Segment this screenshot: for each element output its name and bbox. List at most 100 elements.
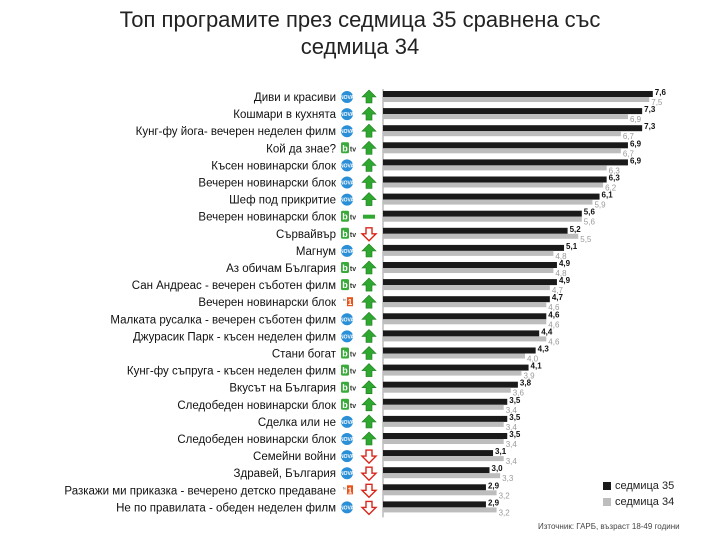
legend-swatch-week35 — [603, 482, 611, 490]
data-label-week35: 3,5 — [509, 396, 521, 405]
data-label-week34: 6,7 — [623, 132, 635, 141]
bar-week35 — [383, 91, 653, 97]
btv-logo-icon — [341, 279, 349, 291]
btv-logo-icon — [341, 347, 349, 359]
nova-logo-text: NOVA — [340, 505, 354, 511]
up-arrow-icon — [361, 414, 377, 429]
btv-logo-icon — [341, 364, 349, 376]
bar-week34 — [383, 404, 504, 410]
nova-logo-text: NOVA — [340, 420, 354, 426]
bar-week34 — [383, 233, 579, 239]
data-label-week35: 3,5 — [509, 430, 521, 439]
bar-week34 — [383, 319, 547, 325]
chart-title: Топ програмите през седмица 35 сравнена … — [60, 6, 660, 60]
bar-week34 — [383, 268, 554, 273]
nova-logo-icon — [341, 193, 353, 206]
legend-label-week35: седмица 35 — [615, 480, 675, 492]
data-label-week35: 3,0 — [492, 464, 504, 473]
nova-logo-icon — [341, 313, 353, 326]
nova-logo-icon — [341, 450, 353, 463]
up-arrow-icon — [361, 346, 377, 360]
btv-logo-icon — [341, 398, 349, 410]
bar-week34 — [383, 421, 504, 427]
bar-week35 — [383, 415, 508, 422]
data-label-week35: 4,1 — [531, 362, 543, 371]
data-label-week34: 3,6 — [513, 389, 525, 398]
bar-week35 — [383, 381, 518, 388]
btv-logo-tv: tv — [350, 232, 356, 239]
bar-week35 — [383, 279, 557, 286]
btv-logo-letter: b — [342, 229, 348, 239]
down-arrow-icon — [360, 466, 378, 482]
data-label-week34: 5,5 — [580, 235, 592, 244]
data-label-week34: 6,9 — [630, 115, 642, 124]
category-label: Вечерен новинарски блок — [198, 212, 337, 224]
bar-week35 — [383, 296, 550, 303]
bar-week34 — [383, 114, 628, 120]
data-label-week35: 5,1 — [566, 242, 578, 251]
btv-logo-tv: tv — [350, 215, 356, 222]
nova-logo-text: NOVA — [340, 163, 354, 169]
nova-logo-icon — [341, 244, 353, 257]
btv-logo-tv: tv — [350, 266, 356, 273]
data-label-week34: 3,9 — [523, 372, 535, 381]
data-label-week34: 4,0 — [527, 355, 539, 364]
data-label-week34: 7,5 — [651, 98, 663, 107]
data-label-week35: 4,6 — [548, 310, 560, 319]
tv1-logo-icon — [347, 485, 353, 495]
data-label-week35: 3,8 — [520, 379, 532, 388]
tv1-logo-digit: 1 — [348, 298, 353, 307]
tv1-logo-tv: tv — [343, 297, 346, 302]
btv-logo-tv: tv — [350, 146, 356, 153]
up-arrow-icon — [361, 106, 377, 121]
nova-logo-text: NOVA — [340, 129, 354, 135]
nova-logo-icon — [341, 501, 353, 514]
bar-week35 — [383, 159, 628, 166]
data-label-week34: 4,6 — [548, 320, 560, 329]
btv-logo-letter: b — [342, 280, 348, 290]
bar-week35 — [383, 227, 568, 234]
data-label-week35: 2,9 — [488, 498, 500, 507]
bar-week34 — [383, 336, 547, 342]
bar-week34 — [383, 216, 582, 222]
nova-logo-text: NOVA — [340, 95, 354, 101]
data-label-week34: 3,3 — [502, 474, 514, 483]
category-label: Късен новинарски блок — [211, 160, 337, 172]
bar-week35 — [383, 484, 486, 491]
data-label-week34: 6,2 — [605, 184, 617, 193]
data-label-week34: 3,4 — [506, 440, 518, 449]
data-label-week35: 4,4 — [541, 327, 553, 336]
nova-logo-text: NOVA — [340, 334, 354, 340]
category-label: Кунг-фу йога- вечерен неделен филм — [136, 126, 336, 138]
data-label-week35: 5,6 — [584, 208, 596, 217]
data-label-week34: 3,2 — [499, 491, 511, 500]
nova-logo-icon — [341, 159, 353, 172]
data-label-week34: 4,7 — [552, 286, 564, 295]
bar-week34 — [383, 182, 604, 188]
btv-logo-icon — [341, 142, 349, 154]
bar-week34 — [383, 199, 593, 205]
data-label-week34: 6,7 — [623, 149, 635, 158]
category-label: Сделка или не — [258, 417, 336, 429]
data-label-week34: 6,3 — [609, 166, 621, 175]
bar-week34 — [383, 285, 550, 291]
btv-logo-letter: b — [342, 349, 348, 359]
chart-title-line-1: Топ програмите през седмица 35 сравнена … — [119, 7, 601, 32]
nova-logo-text: NOVA — [340, 112, 354, 118]
bar-week35 — [383, 501, 486, 508]
data-label-week35: 7,6 — [655, 88, 667, 97]
btv-logo-icon — [341, 227, 349, 239]
btv-logo-icon — [341, 210, 349, 222]
btv-logo-letter: b — [342, 383, 348, 393]
legend-item-week34: седмица 34 — [603, 494, 674, 510]
bar-week35 — [383, 108, 643, 115]
nova-logo-icon — [341, 330, 353, 343]
bar-week34 — [383, 473, 501, 479]
data-label-week35: 4,9 — [559, 276, 571, 285]
nova-logo-text: NOVA — [340, 317, 354, 323]
down-arrow-icon — [360, 227, 378, 242]
bar-week34 — [383, 97, 650, 102]
data-label-week35: 4,9 — [559, 259, 571, 268]
down-arrow-icon — [360, 483, 378, 499]
